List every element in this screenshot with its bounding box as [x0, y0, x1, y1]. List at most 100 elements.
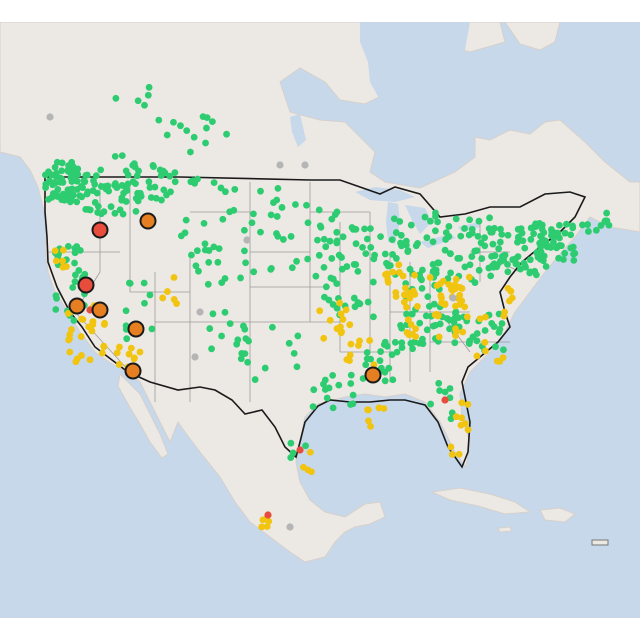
aqi-good-marker[interactable]	[514, 238, 521, 246]
aqi-good-marker[interactable]	[556, 221, 563, 229]
aqi-good-marker[interactable]	[242, 259, 250, 267]
aqi-good-marker[interactable]	[398, 344, 406, 351]
aqi-moderate-marker[interactable]	[367, 422, 374, 430]
aqi-good-marker[interactable]	[68, 176, 76, 184]
marker-layer[interactable]	[41, 83, 613, 531]
aqi-good-marker[interactable]	[407, 221, 415, 229]
aqi-good-marker[interactable]	[492, 343, 499, 351]
aqi-moderate-marker[interactable]	[452, 332, 459, 339]
no-data-marker[interactable]	[196, 308, 204, 316]
aqi-good-marker[interactable]	[177, 122, 184, 130]
aqi-good-marker[interactable]	[145, 83, 153, 91]
aqi-good-marker[interactable]	[64, 167, 72, 174]
aqi-good-marker[interactable]	[526, 269, 534, 277]
aqi-moderate-marker[interactable]	[404, 316, 412, 324]
aqi-good-marker[interactable]	[430, 300, 438, 308]
aqi-moderate-marker[interactable]	[436, 280, 444, 288]
aqi-moderate-marker[interactable]	[501, 308, 509, 316]
aqi-good-marker[interactable]	[466, 216, 474, 224]
aqi-good-marker[interactable]	[84, 188, 92, 196]
aqi-moderate-marker[interactable]	[64, 310, 72, 317]
aqi-moderate-marker[interactable]	[100, 343, 108, 351]
aqi-good-marker[interactable]	[397, 321, 404, 329]
aqi-good-marker[interactable]	[352, 240, 360, 248]
aqi-good-marker[interactable]	[404, 248, 412, 256]
aqi-good-marker[interactable]	[436, 387, 444, 395]
aqi-good-marker[interactable]	[331, 211, 339, 219]
aqi-moderate-marker[interactable]	[355, 342, 362, 349]
aqi-good-marker[interactable]	[364, 298, 372, 306]
aqi-good-marker[interactable]	[474, 232, 482, 240]
aqi-moderate-marker[interactable]	[465, 273, 473, 281]
aqi-good-marker[interactable]	[76, 246, 84, 254]
aqi-good-marker[interactable]	[335, 251, 343, 259]
aqi-good-marker[interactable]	[155, 116, 163, 124]
aqi-moderate-marker[interactable]	[258, 523, 266, 531]
aqi-good-marker[interactable]	[237, 274, 244, 282]
aqi-good-marker[interactable]	[51, 163, 59, 171]
aqi-usg-large-marker[interactable]	[124, 362, 142, 380]
aqi-good-marker[interactable]	[442, 236, 450, 243]
aqi-good-marker[interactable]	[519, 237, 527, 245]
aqi-good-marker[interactable]	[83, 171, 91, 179]
aqi-good-marker[interactable]	[419, 266, 426, 274]
aqi-moderate-marker[interactable]	[499, 354, 507, 362]
aqi-moderate-marker[interactable]	[66, 348, 74, 356]
aqi-good-marker[interactable]	[427, 217, 434, 225]
aqi-moderate-marker[interactable]	[66, 335, 73, 343]
aqi-good-marker[interactable]	[67, 195, 75, 203]
aqi-good-marker[interactable]	[248, 219, 256, 227]
aqi-good-marker[interactable]	[231, 185, 239, 193]
aqi-good-marker[interactable]	[490, 224, 498, 232]
aqi-moderate-marker[interactable]	[406, 294, 414, 302]
aqi-moderate-marker[interactable]	[507, 287, 515, 295]
aqi-good-marker[interactable]	[182, 216, 190, 224]
aqi-good-marker[interactable]	[267, 211, 275, 219]
aqi-moderate-marker[interactable]	[115, 361, 123, 368]
aqi-good-marker[interactable]	[111, 152, 119, 160]
aqi-usg-large-marker[interactable]	[127, 320, 145, 338]
aqi-good-marker[interactable]	[377, 233, 384, 241]
aqi-good-marker[interactable]	[78, 193, 86, 201]
aqi-unhealthy-small-marker[interactable]	[264, 511, 272, 519]
aqi-good-marker[interactable]	[193, 247, 201, 255]
aqi-good-marker[interactable]	[57, 175, 65, 183]
aqi-good-marker[interactable]	[500, 346, 507, 354]
aqi-good-marker[interactable]	[481, 242, 489, 250]
aqi-good-marker[interactable]	[349, 391, 357, 399]
aqi-good-marker[interactable]	[322, 283, 330, 291]
aqi-good-marker[interactable]	[441, 388, 449, 396]
aqi-good-marker[interactable]	[553, 244, 560, 252]
aqi-good-marker[interactable]	[441, 246, 449, 254]
aqi-good-marker[interactable]	[397, 231, 405, 239]
aqi-good-marker[interactable]	[536, 220, 543, 227]
aqi-good-marker[interactable]	[478, 255, 486, 262]
aqi-good-marker[interactable]	[461, 225, 468, 232]
aqi-good-marker[interactable]	[376, 357, 384, 365]
aqi-good-marker[interactable]	[347, 371, 355, 379]
aqi-good-marker[interactable]	[561, 249, 569, 257]
aqi-good-marker[interactable]	[230, 206, 238, 214]
aqi-good-marker[interactable]	[86, 206, 94, 214]
aqi-good-marker[interactable]	[240, 226, 248, 234]
aqi-moderate-marker[interactable]	[463, 313, 471, 321]
aqi-good-marker[interactable]	[92, 172, 100, 180]
aqi-good-marker[interactable]	[343, 263, 351, 270]
aqi-good-marker[interactable]	[339, 233, 347, 241]
aqi-good-marker[interactable]	[71, 278, 79, 286]
aqi-moderate-marker[interactable]	[458, 399, 466, 407]
aqi-good-marker[interactable]	[418, 276, 425, 284]
aqi-usg-large-marker[interactable]	[91, 301, 109, 319]
aqi-good-marker[interactable]	[134, 97, 142, 105]
aqi-moderate-marker[interactable]	[459, 328, 467, 336]
aqi-good-marker[interactable]	[419, 340, 427, 348]
aqi-good-marker[interactable]	[141, 299, 148, 307]
aqi-moderate-marker[interactable]	[451, 285, 459, 293]
aqi-good-marker[interactable]	[190, 133, 198, 141]
aqi-good-marker[interactable]	[94, 202, 102, 210]
aqi-good-marker[interactable]	[112, 94, 120, 102]
aqi-good-marker[interactable]	[59, 190, 67, 198]
aqi-moderate-marker[interactable]	[116, 343, 123, 351]
aqi-moderate-marker[interactable]	[86, 356, 94, 364]
